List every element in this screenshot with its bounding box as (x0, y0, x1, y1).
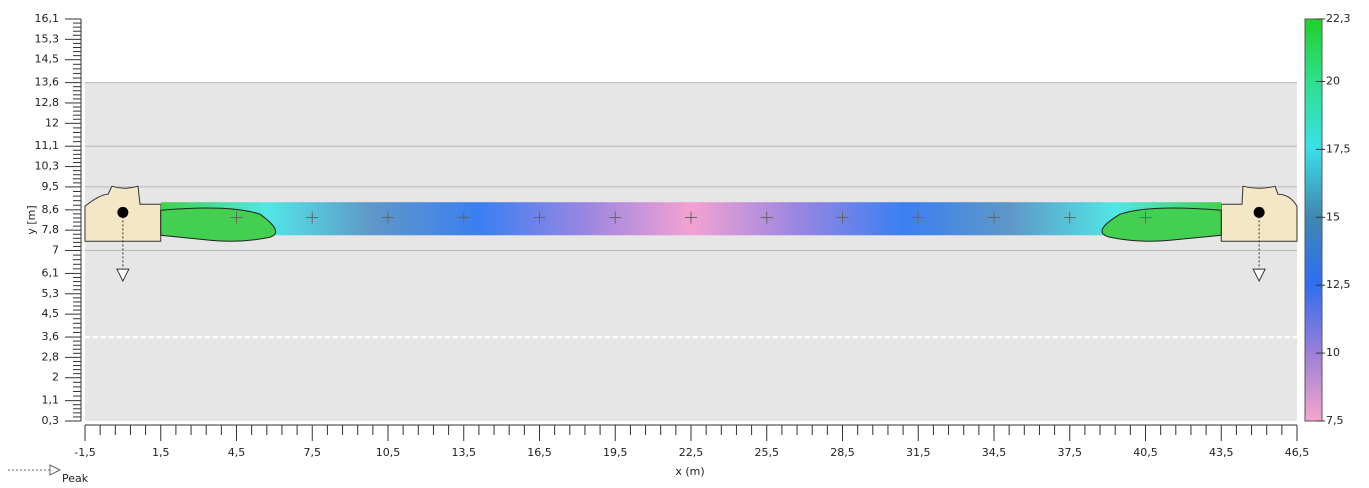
y-tick-label: 16,1 (35, 12, 60, 25)
y-tick-label: 6,1 (42, 266, 60, 279)
y-tick-label: 13,6 (35, 76, 60, 89)
support (1253, 206, 1265, 218)
y-tick-label: 7,8 (42, 223, 60, 236)
plot-layer: 0,3 1,1 2 2,8 3,6 4,5 5,3 6,1 7 7,8 8,6 9,5 10,3 11,1… (35, 12, 1351, 459)
node-marker (1063, 211, 1076, 224)
x-tick-label: 4,5 (228, 446, 246, 459)
x-tick-label: 22,5 (679, 446, 704, 459)
support-arrow-head (1252, 268, 1266, 283)
background-area (85, 82, 1297, 421)
node-marker (685, 211, 697, 224)
x-axis-label: x (m) (675, 465, 704, 478)
node-marker (988, 211, 1000, 224)
y-tick-label: 11,1 (35, 139, 60, 152)
y-tick-label: 12,8 (35, 96, 60, 109)
colorbar-tick-label: 22,3 (1326, 12, 1351, 25)
peak-zone-left (160, 207, 277, 242)
colorbar-tick-label: 12,5 (1326, 278, 1351, 291)
colorbar-tick-label: 20 (1326, 74, 1340, 87)
y-tick-label: 5,3 (42, 287, 60, 300)
y-tick-label: 2,8 (42, 350, 60, 363)
x-tick-label: -1,5 (74, 446, 95, 459)
x-tick-label: 1,5 (152, 446, 170, 459)
x-tick-label: 31,5 (906, 446, 931, 459)
node-marker (760, 211, 773, 224)
legend-label: Peak (62, 472, 89, 484)
node-marker (533, 211, 546, 224)
x-tick-label: 10,5 (376, 446, 401, 459)
y-tick-label: 2 (52, 371, 59, 384)
y-tick-label: 0,3 (42, 414, 60, 427)
colorbar-tick-label: 15 (1326, 210, 1340, 223)
colorbar-tick-label: 17,5 (1326, 142, 1351, 155)
y-tick-label: 4,5 (42, 307, 60, 320)
legend-arrow (49, 464, 62, 476)
node-marker (382, 211, 394, 224)
node-marker (457, 211, 470, 224)
x-tick-label: 7,5 (304, 446, 322, 459)
y-tick-label: 9,5 (42, 180, 60, 193)
x-tick-label: 43,5 (1209, 446, 1234, 459)
node-marker (912, 211, 925, 224)
x-tick-label: 46,5 (1285, 446, 1310, 459)
node-marker (1139, 211, 1152, 224)
support (117, 206, 129, 218)
y-tick-label: 7 (52, 244, 59, 257)
colorbar-tick-label: 10 (1326, 346, 1340, 359)
node-marker (836, 211, 849, 224)
x-tick-label: 13,5 (452, 446, 477, 459)
x-tick-label: 25,5 (755, 446, 780, 459)
y-tick-label: 12 (45, 116, 59, 129)
node-marker (230, 211, 243, 224)
y-tick-label: 1,1 (42, 394, 60, 407)
x-tick-label: 19,5 (603, 446, 628, 459)
colorbar-tick-label: 7,5 (1326, 414, 1344, 427)
y-tick-label: 14,5 (35, 53, 60, 66)
x-tick-label: 40,5 (1133, 446, 1158, 459)
y-axis-label: y [m] (25, 205, 38, 234)
x-tick-label: 34,5 (982, 446, 1007, 459)
node-marker (609, 211, 622, 224)
node-marker (306, 211, 319, 224)
y-tick-label: 8,6 (42, 203, 60, 216)
support-arrow-head (116, 268, 130, 283)
x-tick-label: 28,5 (830, 446, 855, 459)
y-tick-label: 3,6 (42, 330, 60, 343)
x-tick-label: 16,5 (527, 446, 552, 459)
colorbar (1304, 18, 1323, 422)
y-tick-label: 15,3 (35, 32, 60, 45)
x-tick-label: 37,5 (1058, 446, 1083, 459)
peak-zone-right (1101, 207, 1222, 242)
y-tick-label: 10,3 (35, 160, 60, 173)
